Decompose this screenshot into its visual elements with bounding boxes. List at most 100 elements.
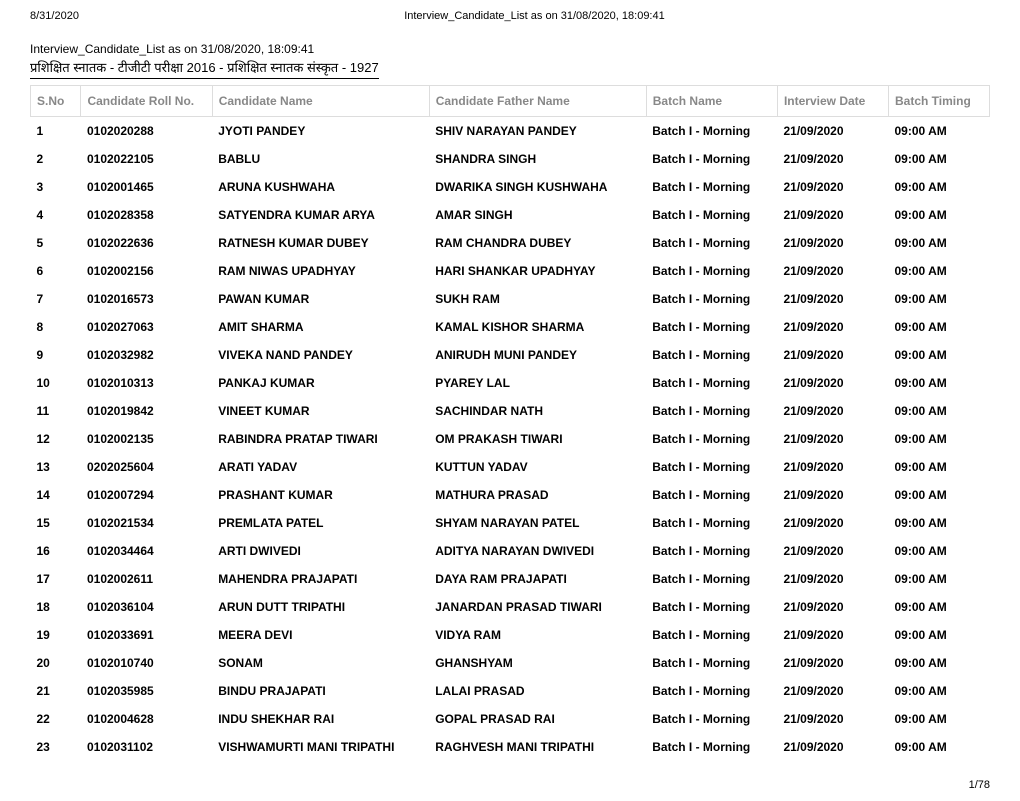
- table-cell: 0102034464: [81, 537, 212, 565]
- table-cell: 5: [31, 229, 81, 257]
- table-cell: VINEET KUMAR: [212, 397, 429, 425]
- table-cell: 09:00 AM: [889, 565, 990, 593]
- table-cell: ARATI YADAV: [212, 453, 429, 481]
- table-cell: PYAREY LAL: [429, 369, 646, 397]
- table-cell: SACHINDAR NATH: [429, 397, 646, 425]
- table-cell: 21: [31, 677, 81, 705]
- table-cell: 12: [31, 425, 81, 453]
- table-cell: 09:00 AM: [889, 117, 990, 146]
- table-cell: 09:00 AM: [889, 621, 990, 649]
- table-cell: Batch I - Morning: [646, 481, 777, 509]
- table-cell: BABLU: [212, 145, 429, 173]
- table-cell: 09:00 AM: [889, 509, 990, 537]
- table-cell: 6: [31, 257, 81, 285]
- table-cell: 14: [31, 481, 81, 509]
- table-row: 40102028358SATYENDRA KUMAR ARYAAMAR SING…: [31, 201, 990, 229]
- col-time: Batch Timing: [889, 86, 990, 117]
- table-cell: GOPAL PRASAD RAI: [429, 705, 646, 733]
- table-cell: 0102002611: [81, 565, 212, 593]
- table-cell: KAMAL KISHOR SHARMA: [429, 313, 646, 341]
- table-cell: 0102021534: [81, 509, 212, 537]
- table-cell: DWARIKA SINGH KUSHWAHA: [429, 173, 646, 201]
- table-cell: ARUNA KUSHWAHA: [212, 173, 429, 201]
- table-cell: RAM CHANDRA DUBEY: [429, 229, 646, 257]
- table-cell: 09:00 AM: [889, 313, 990, 341]
- table-cell: 0102027063: [81, 313, 212, 341]
- table-cell: Batch I - Morning: [646, 565, 777, 593]
- table-cell: 0102010313: [81, 369, 212, 397]
- header-title: Interview_Candidate_List as on 31/08/202…: [404, 10, 665, 22]
- table-cell: Batch I - Morning: [646, 285, 777, 313]
- table-cell: 0102028358: [81, 201, 212, 229]
- table-cell: 09:00 AM: [889, 369, 990, 397]
- table-cell: 21/09/2020: [777, 285, 888, 313]
- table-cell: Batch I - Morning: [646, 229, 777, 257]
- table-cell: 0102002135: [81, 425, 212, 453]
- table-cell: OM PRAKASH TIWARI: [429, 425, 646, 453]
- table-cell: 21/09/2020: [777, 509, 888, 537]
- table-row: 60102002156RAM NIWAS UPADHYAYHARI SHANKA…: [31, 257, 990, 285]
- table-cell: 09:00 AM: [889, 341, 990, 369]
- table-cell: MEERA DEVI: [212, 621, 429, 649]
- table-cell: 21/09/2020: [777, 117, 888, 146]
- table-cell: 21/09/2020: [777, 145, 888, 173]
- table-cell: 15: [31, 509, 81, 537]
- table-cell: PAWAN KUMAR: [212, 285, 429, 313]
- table-cell: PREMLATA PATEL: [212, 509, 429, 537]
- table-cell: GHANSHYAM: [429, 649, 646, 677]
- table-cell: 0102010740: [81, 649, 212, 677]
- table-cell: JYOTI PANDEY: [212, 117, 429, 146]
- table-cell: 4: [31, 201, 81, 229]
- table-cell: Batch I - Morning: [646, 201, 777, 229]
- col-roll: Candidate Roll No.: [81, 86, 212, 117]
- table-row: 200102010740SONAMGHANSHYAMBatch I - Morn…: [31, 649, 990, 677]
- table-cell: 21/09/2020: [777, 257, 888, 285]
- table-cell: BINDU PRAJAPATI: [212, 677, 429, 705]
- table-cell: 21/09/2020: [777, 677, 888, 705]
- table-cell: 09:00 AM: [889, 453, 990, 481]
- table-cell: 21/09/2020: [777, 341, 888, 369]
- table-cell: 09:00 AM: [889, 705, 990, 733]
- table-cell: 21/09/2020: [777, 733, 888, 761]
- table-row: 110102019842VINEET KUMARSACHINDAR NATHBa…: [31, 397, 990, 425]
- table-cell: 0102020288: [81, 117, 212, 146]
- print-header: 8/31/2020 Interview_Candidate_List as on…: [30, 10, 990, 22]
- table-row: 230102031102VISHWAMURTI MANI TRIPATHIRAG…: [31, 733, 990, 761]
- table-cell: Batch I - Morning: [646, 425, 777, 453]
- table-cell: Batch I - Morning: [646, 173, 777, 201]
- table-cell: 1: [31, 117, 81, 146]
- table-cell: 21/09/2020: [777, 173, 888, 201]
- page-title: Interview_Candidate_List as on 31/08/202…: [30, 42, 990, 56]
- table-cell: 09:00 AM: [889, 229, 990, 257]
- col-name: Candidate Name: [212, 86, 429, 117]
- table-cell: 09:00 AM: [889, 145, 990, 173]
- table-cell: RABINDRA PRATAP TIWARI: [212, 425, 429, 453]
- table-cell: Batch I - Morning: [646, 733, 777, 761]
- table-cell: 21/09/2020: [777, 649, 888, 677]
- table-cell: 09:00 AM: [889, 201, 990, 229]
- table-cell: SUKH RAM: [429, 285, 646, 313]
- table-cell: 21/09/2020: [777, 425, 888, 453]
- table-cell: JANARDAN PRASAD TIWARI: [429, 593, 646, 621]
- table-cell: 13: [31, 453, 81, 481]
- table-cell: 21/09/2020: [777, 397, 888, 425]
- page-number: 1/78: [30, 779, 990, 791]
- table-cell: 0102002156: [81, 257, 212, 285]
- table-cell: 0102007294: [81, 481, 212, 509]
- table-cell: 0102019842: [81, 397, 212, 425]
- table-cell: ARTI DWIVEDI: [212, 537, 429, 565]
- table-cell: VIVEKA NAND PANDEY: [212, 341, 429, 369]
- table-row: 10102020288JYOTI PANDEYSHIV NARAYAN PAND…: [31, 117, 990, 146]
- table-cell: AMAR SINGH: [429, 201, 646, 229]
- table-cell: RAM NIWAS UPADHYAY: [212, 257, 429, 285]
- table-cell: RATNESH KUMAR DUBEY: [212, 229, 429, 257]
- table-cell: 09:00 AM: [889, 257, 990, 285]
- table-cell: 21/09/2020: [777, 705, 888, 733]
- table-row: 70102016573PAWAN KUMARSUKH RAMBatch I - …: [31, 285, 990, 313]
- table-cell: 18: [31, 593, 81, 621]
- table-row: 180102036104ARUN DUTT TRIPATHIJANARDAN P…: [31, 593, 990, 621]
- table-cell: 09:00 AM: [889, 397, 990, 425]
- table-cell: SONAM: [212, 649, 429, 677]
- table-cell: 21/09/2020: [777, 313, 888, 341]
- table-cell: 09:00 AM: [889, 593, 990, 621]
